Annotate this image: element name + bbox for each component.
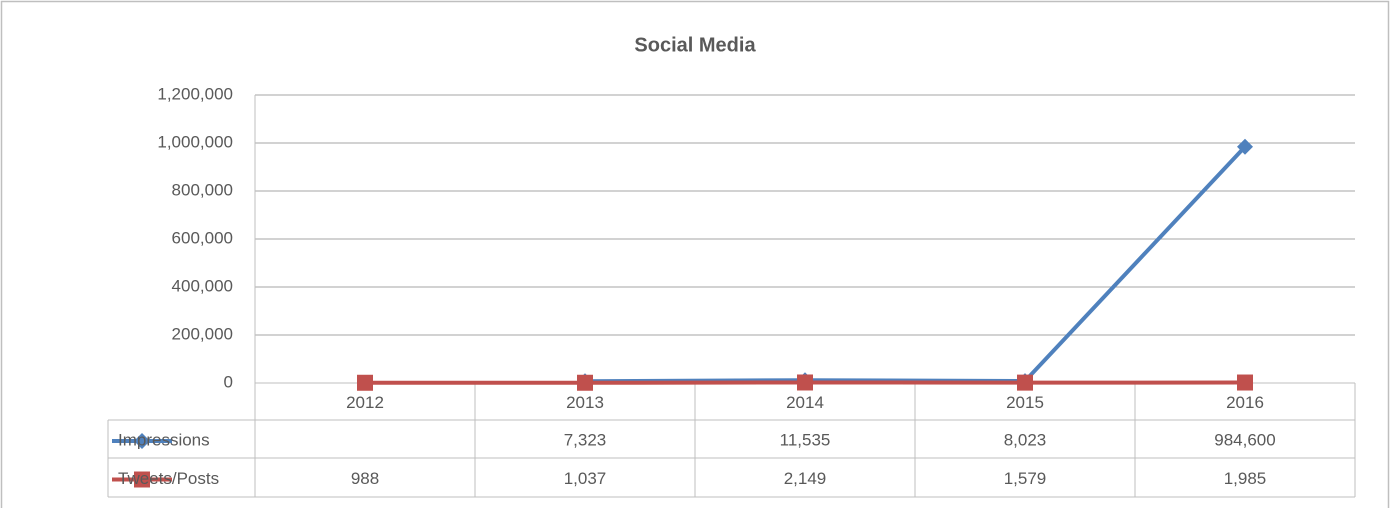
legend-label: Impressions [118, 430, 210, 449]
table-value: 7,323 [564, 430, 607, 449]
marker [1237, 374, 1253, 391]
marker [1017, 374, 1033, 391]
table-value: 2,149 [784, 469, 827, 488]
table-value: 988 [351, 469, 379, 488]
x-tick-label: 2012 [346, 393, 384, 412]
y-tick-label: 1,200,000 [157, 84, 233, 103]
x-tick-label: 2016 [1226, 393, 1264, 412]
x-tick-label: 2015 [1006, 393, 1044, 412]
y-tick-label: 200,000 [172, 324, 233, 343]
table-value: 1,579 [1004, 469, 1047, 488]
marker [797, 374, 813, 391]
marker [1237, 138, 1253, 155]
y-tick-label: 800,000 [172, 180, 233, 199]
table-value: 1,037 [564, 469, 607, 488]
chart-title: Social Media [634, 34, 756, 56]
x-tick-label: 2014 [786, 393, 824, 412]
y-tick-label: 600,000 [172, 228, 233, 247]
marker [134, 433, 150, 449]
series-line [584, 145, 1247, 384]
y-tick-label: 1,000,000 [157, 132, 233, 151]
marker [577, 374, 593, 391]
y-tick-label: 0 [224, 372, 233, 391]
marker [357, 374, 373, 391]
y-tick-label: 400,000 [172, 276, 233, 295]
x-tick-label: 2013 [566, 393, 604, 412]
legend-label: Tweets/Posts [118, 469, 219, 488]
marker [134, 471, 150, 488]
table-value: 11,535 [780, 430, 831, 449]
table-value: 8,023 [1004, 430, 1047, 449]
table-value: 984,600 [1214, 430, 1275, 449]
table-value: 1,985 [1224, 469, 1267, 488]
